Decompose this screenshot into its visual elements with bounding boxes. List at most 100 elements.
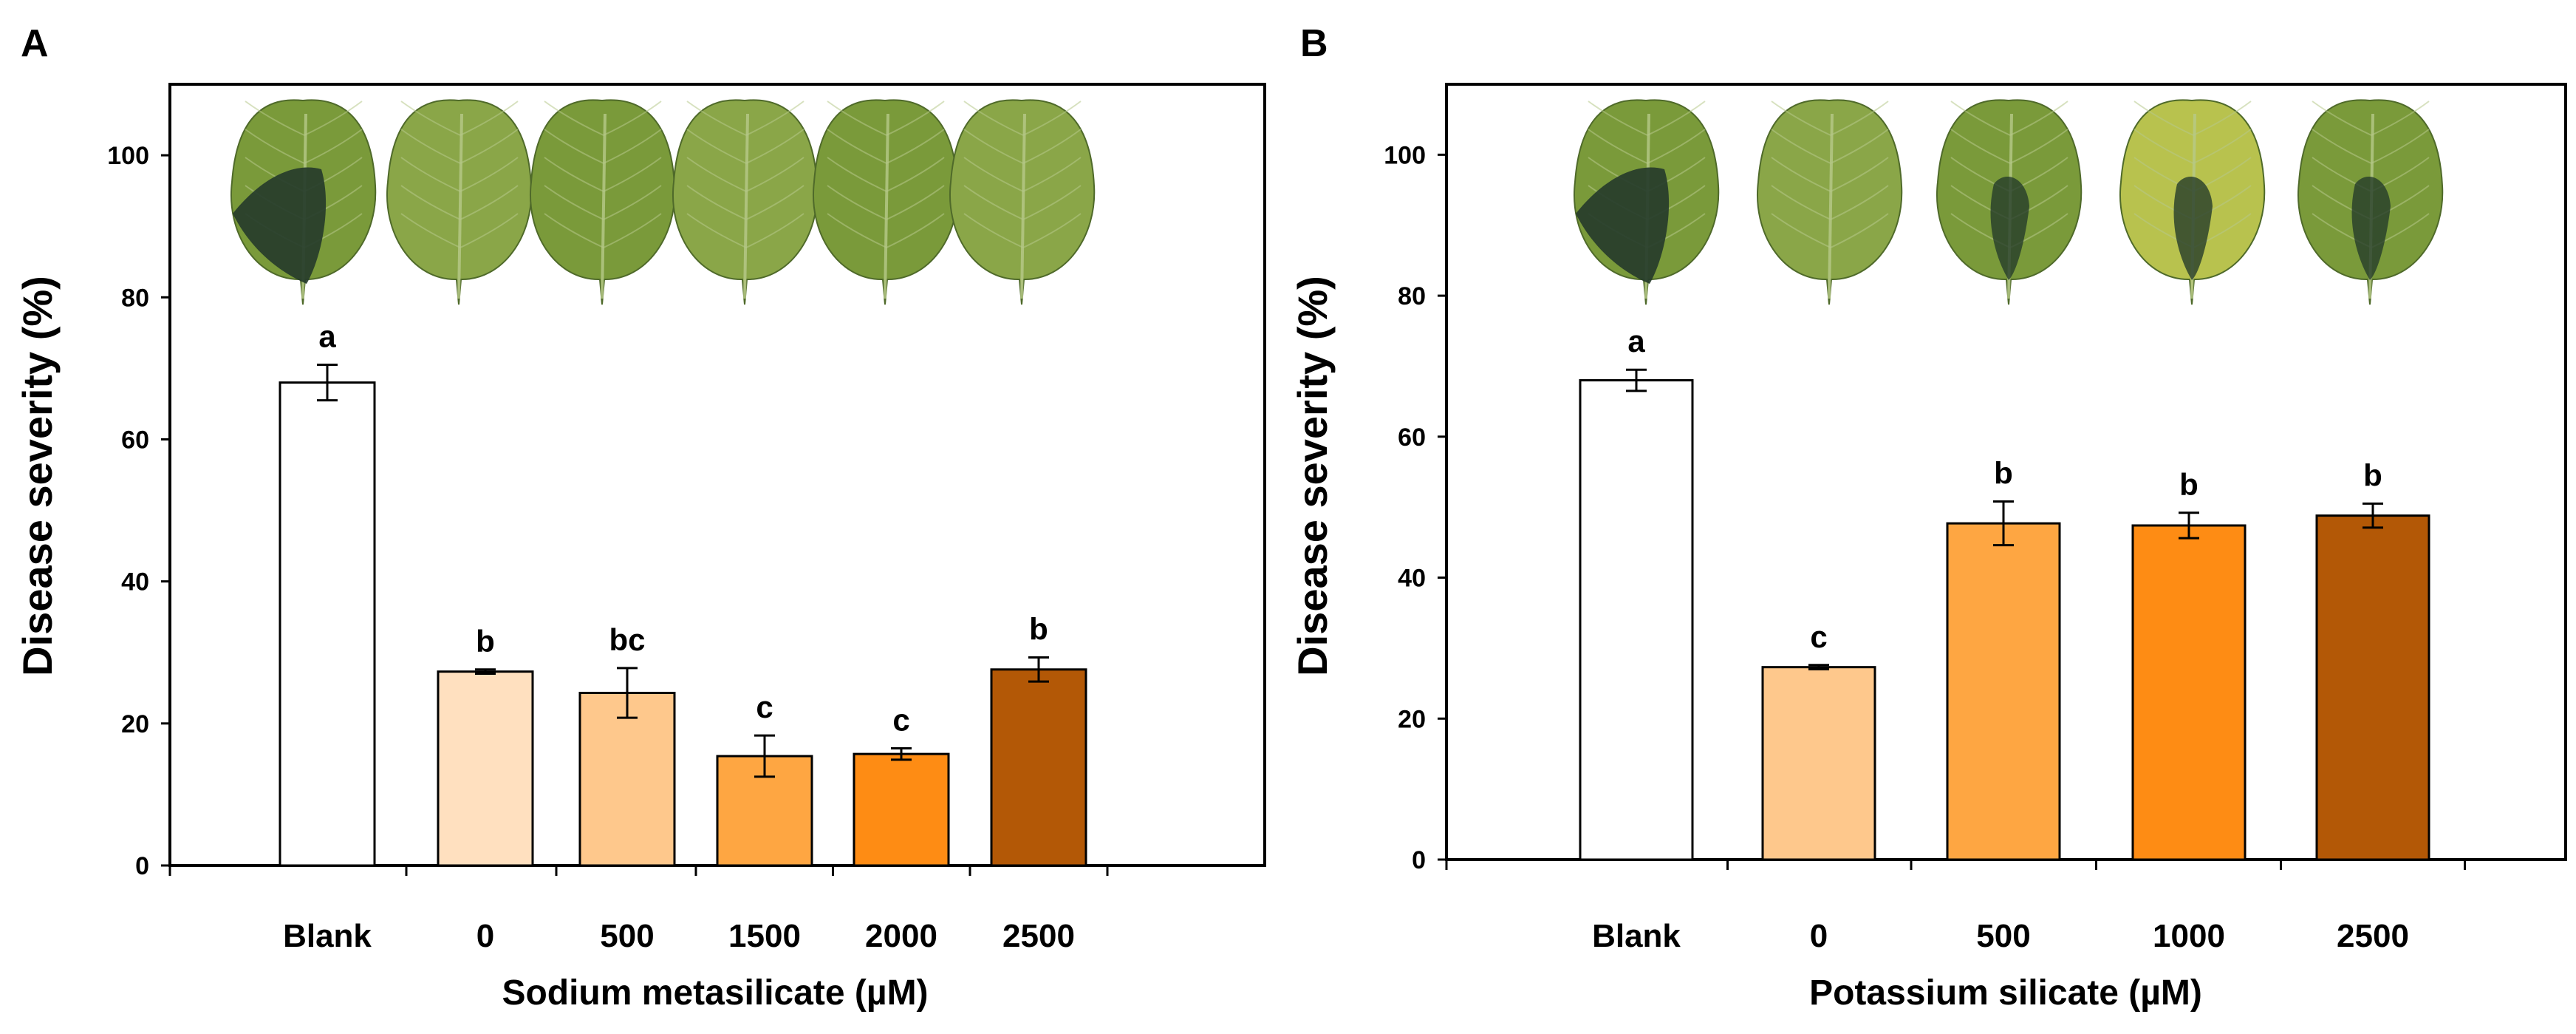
significance-letter: a: [1627, 324, 1645, 358]
bar: [2131, 524, 2247, 861]
y-tick-label: 20: [121, 710, 149, 738]
leaf-vein: [1830, 157, 1889, 192]
leaf-vein: [1950, 129, 2011, 164]
significance-letter: b: [1994, 456, 2013, 491]
leaf-midrib: [1020, 113, 1026, 299]
leaf-midrib: [884, 113, 889, 299]
significance-letter: c: [892, 702, 909, 737]
leaf-icon: [1757, 99, 1903, 305]
leaf-lesion: [2351, 177, 2391, 280]
y-tick-label: 40: [121, 568, 149, 596]
significance-letter: bc: [609, 622, 645, 657]
leaf-vein: [245, 101, 305, 136]
leaf-vein: [1022, 185, 1082, 220]
leaf-vein: [304, 101, 363, 136]
leaf-vein: [1830, 213, 1889, 248]
leaf-vein: [2133, 129, 2194, 164]
significance-letter: c: [1810, 619, 1827, 654]
leaf-vein: [827, 101, 887, 136]
x-tick-label: 500: [600, 918, 654, 954]
y-tick-label: 60: [1398, 424, 1426, 452]
leaf-vein: [2009, 129, 2068, 164]
leaf-vein: [686, 185, 747, 220]
leaf-vein: [827, 213, 887, 248]
leaf-vein: [400, 101, 461, 136]
leaf-vein: [544, 129, 604, 164]
leaf-vein: [1771, 101, 1831, 136]
leaf-vein: [1771, 129, 1831, 164]
leaf-vein: [1022, 101, 1082, 136]
significance-letter: b: [476, 624, 495, 659]
leaf-vein: [963, 101, 1024, 136]
leaf-vein: [745, 129, 804, 164]
panel-label: A: [21, 22, 49, 65]
leaf-vein: [400, 129, 461, 164]
x-tick-label: 1500: [728, 918, 801, 954]
significance-letter: a: [318, 319, 336, 354]
leaf-vein: [1771, 157, 1831, 192]
significance-letter: b: [2179, 467, 2199, 502]
y-tick-label: 0: [1412, 846, 1426, 874]
leaf-vein: [2371, 129, 2430, 164]
leaf-vein: [1647, 129, 1706, 164]
leaf-vein: [827, 185, 887, 220]
leaf-vein: [459, 157, 519, 192]
panel-label: B: [1300, 22, 1328, 65]
x-tick-label: 500: [1976, 918, 2030, 954]
leaf-images: [230, 99, 1096, 305]
leaf-midrib: [1828, 113, 1834, 299]
leaf-vein: [745, 185, 804, 220]
leaf-vein: [1830, 101, 1889, 136]
leaf-icon: [1574, 99, 1720, 305]
leaf-vein: [886, 185, 945, 220]
leaf-vein: [1022, 129, 1082, 164]
leaf-icon: [230, 99, 377, 305]
leaf-vein: [686, 101, 747, 136]
leaf-vein: [1830, 185, 1889, 220]
bar: [990, 668, 1087, 867]
chart-panel-A: A 0 20 40 60 80 100 a Blank b 0 bc 500 c 1500 c 2000 b 250…: [14, 22, 1266, 1013]
y-tick-label: 100: [107, 142, 149, 170]
leaf-vein: [1771, 185, 1831, 220]
leaf-vein: [603, 157, 662, 192]
leaf-vein: [886, 213, 945, 248]
bar: [437, 670, 534, 867]
leaf-vein: [603, 101, 662, 136]
x-axis-label: Potassium silicate (µM): [1809, 973, 2202, 1013]
leaf-vein: [1830, 129, 1889, 164]
x-tick-label: 1000: [2153, 918, 2225, 954]
leaf-vein: [686, 213, 747, 248]
leaf-vein: [2193, 101, 2252, 136]
chart-panel-B: B 0 20 40 60 80 100 a Blank c 0 b 500 b 1000 b 2500 Disea…: [1289, 22, 2567, 1013]
leaf-vein: [1588, 129, 1648, 164]
y-tick-label: 100: [1384, 141, 1426, 169]
leaf-vein: [1022, 157, 1082, 192]
significance-letter: b: [1029, 611, 1048, 646]
leaf-vein: [2133, 101, 2194, 136]
leaf-vein: [1588, 101, 1648, 136]
leaf-vein: [2371, 101, 2430, 136]
x-tick-label: 2000: [865, 918, 937, 954]
y-tick-label: 80: [1398, 282, 1426, 310]
y-axis-label: Disease severity (%): [14, 276, 61, 676]
bar: [1946, 522, 2061, 861]
leaf-vein: [963, 185, 1024, 220]
leaf-lesion: [233, 167, 327, 284]
leaf-vein: [963, 157, 1024, 192]
leaf-icon: [2297, 99, 2444, 305]
y-tick-label: 80: [121, 284, 149, 312]
bar: [2315, 514, 2430, 861]
x-tick-label: Blank: [1592, 918, 1681, 954]
leaf-vein: [686, 129, 747, 164]
leaf-vein: [827, 129, 887, 164]
leaf-vein: [963, 213, 1024, 248]
leaf-vein: [2312, 101, 2372, 136]
leaf-lesion: [2173, 177, 2213, 280]
leaf-vein: [886, 129, 945, 164]
x-tick-label: 0: [476, 918, 494, 954]
leaf-midrib: [743, 113, 749, 299]
leaf-vein: [603, 185, 662, 220]
leaf-vein: [603, 129, 662, 164]
y-tick-label: 0: [135, 852, 149, 880]
